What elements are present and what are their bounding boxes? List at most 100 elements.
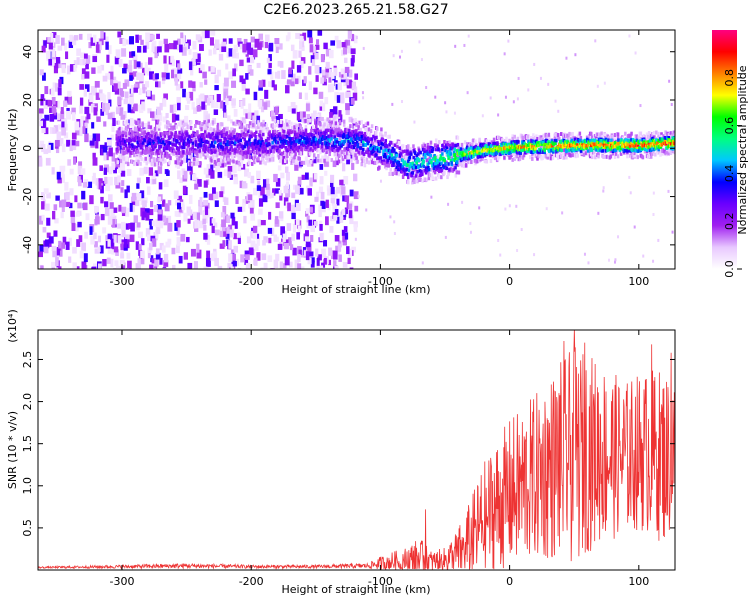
spectrogram-cell: [249, 149, 253, 154]
spectrogram-cell: [241, 148, 244, 152]
spectrogram-cell: [328, 259, 332, 266]
spectrogram-cell: [455, 170, 459, 175]
spectrogram-cell: [350, 138, 353, 142]
spectrogram-cell: [497, 154, 501, 159]
spectrogram-cell: [280, 226, 285, 236]
spectrogram-cell: [348, 116, 353, 123]
spectrogram-cell: [171, 113, 176, 123]
spectrogram-cell: [97, 263, 102, 269]
spectrogram-cell: [659, 152, 662, 157]
spectrogram-cell: [305, 137, 308, 141]
spectrogram-cell: [88, 42, 92, 49]
spectrogram-cell: [652, 259, 655, 263]
spectrogram-cell: [197, 134, 201, 140]
spectrogram-cell: [312, 153, 316, 158]
spectrogram-cell: [162, 153, 165, 158]
spectrogram-cell: [258, 122, 261, 127]
spectrogram-cell: [113, 246, 119, 253]
spectrogram-cell: [237, 139, 240, 144]
spectrogram-cell: [453, 111, 456, 115]
spectrogram-cell: [225, 131, 229, 135]
spectrogram-cell: [161, 74, 166, 81]
spectrogram-cell: [467, 34, 470, 38]
spectrogram-cell: [314, 44, 320, 50]
spectrogram-cell: [264, 41, 269, 49]
spectrogram-cell: [301, 174, 305, 180]
spectrogram-cell: [323, 122, 326, 127]
spectrogram-cell: [270, 71, 274, 80]
spectrogram-cell: [203, 199, 209, 206]
spectrogram-cell: [169, 104, 174, 113]
spectrogram-cell: [140, 250, 146, 259]
spectrogram-cell: [351, 162, 355, 170]
spectrogram-cell: [206, 250, 211, 259]
spectrogram-cell: [223, 91, 227, 101]
spectrogram-cell: [153, 46, 158, 54]
spectrogram-cell: [117, 235, 122, 244]
spectrogram-cell: [304, 132, 308, 136]
spectrogram-cell: [466, 91, 469, 95]
spectrogram-cell: [333, 67, 338, 76]
spectrogram-cell: [287, 202, 291, 212]
spectrogram-cell: [198, 205, 203, 215]
spectrogram-cell: [544, 132, 547, 137]
spectrogram-cell: [245, 132, 249, 137]
spectrogram-cell: [415, 172, 418, 177]
spectrogram-cell: [155, 131, 158, 135]
spectrogram-cell: [364, 122, 368, 127]
spectrogram-cell: [104, 207, 110, 217]
spectrogram-cell: [298, 50, 302, 58]
spectrogram-cell: [133, 162, 136, 167]
spectrogram-cell: [92, 152, 96, 159]
spectrogram-cell: [657, 131, 660, 136]
spectrogram-cell: [190, 213, 194, 220]
spectrogram-cell: [210, 170, 215, 179]
spectrogram-cell: [157, 136, 160, 141]
spectrogram-cell: [335, 157, 339, 166]
spectrogram-cell: [329, 132, 332, 136]
spectrogram-cell: [333, 152, 337, 157]
spectrogram-cell: [249, 69, 254, 76]
spectrogram-cell: [60, 111, 65, 120]
spectrogram-cell: [369, 156, 373, 161]
spectrogram-cell: [122, 146, 126, 150]
spectrogram-cell: [233, 63, 238, 72]
spectrogram-cell: [470, 160, 473, 165]
spectrogram-cell: [162, 159, 165, 164]
spectrogram-cell: [278, 113, 283, 120]
spectrogram-cell: [376, 139, 380, 144]
spectrogram-cell: [504, 95, 507, 99]
spectrogram-cell: [105, 73, 111, 80]
spectrogram-cell: [641, 155, 645, 160]
spectrogram-cell: [189, 139, 193, 144]
spectrogram-cell: [199, 44, 204, 51]
spectrogram-cell: [52, 127, 56, 134]
spectrogram-cell: [181, 34, 186, 44]
spectrogram-cell: [142, 134, 146, 138]
spectrogram-cell: [266, 153, 271, 163]
spectrogram-cell: [134, 83, 138, 92]
spectrogram-cell: [47, 100, 52, 107]
spectrogram-cell: [532, 133, 535, 138]
spectrogram-cell: [68, 40, 74, 48]
spectrogram-cell: [355, 132, 358, 137]
spectrogram-cell: [220, 100, 224, 109]
spectrogram-cell: [611, 151, 615, 156]
spectrogram-cell: [209, 135, 212, 140]
spectrogram-cell: [220, 151, 226, 161]
spectrogram-cell: [187, 154, 191, 159]
spectrogram-cell: [200, 127, 203, 132]
spectrogram-cell: [317, 30, 323, 36]
spectrogram-cell: [191, 81, 196, 89]
spectrogram-cell: [630, 151, 633, 156]
spectrogram-cell: [620, 149, 624, 154]
spectrogram-cell: [275, 188, 280, 194]
spectrogram-cell: [175, 151, 178, 155]
spectrogram-cell: [301, 135, 305, 139]
spectrogram-cell: [194, 183, 199, 190]
spectrogram-cell: [189, 125, 193, 130]
spectrogram-cell: [383, 147, 386, 152]
spectrogram-cell: [378, 149, 381, 154]
spectrogram-cell: [254, 110, 259, 116]
spectrogram-cell: [298, 92, 302, 99]
